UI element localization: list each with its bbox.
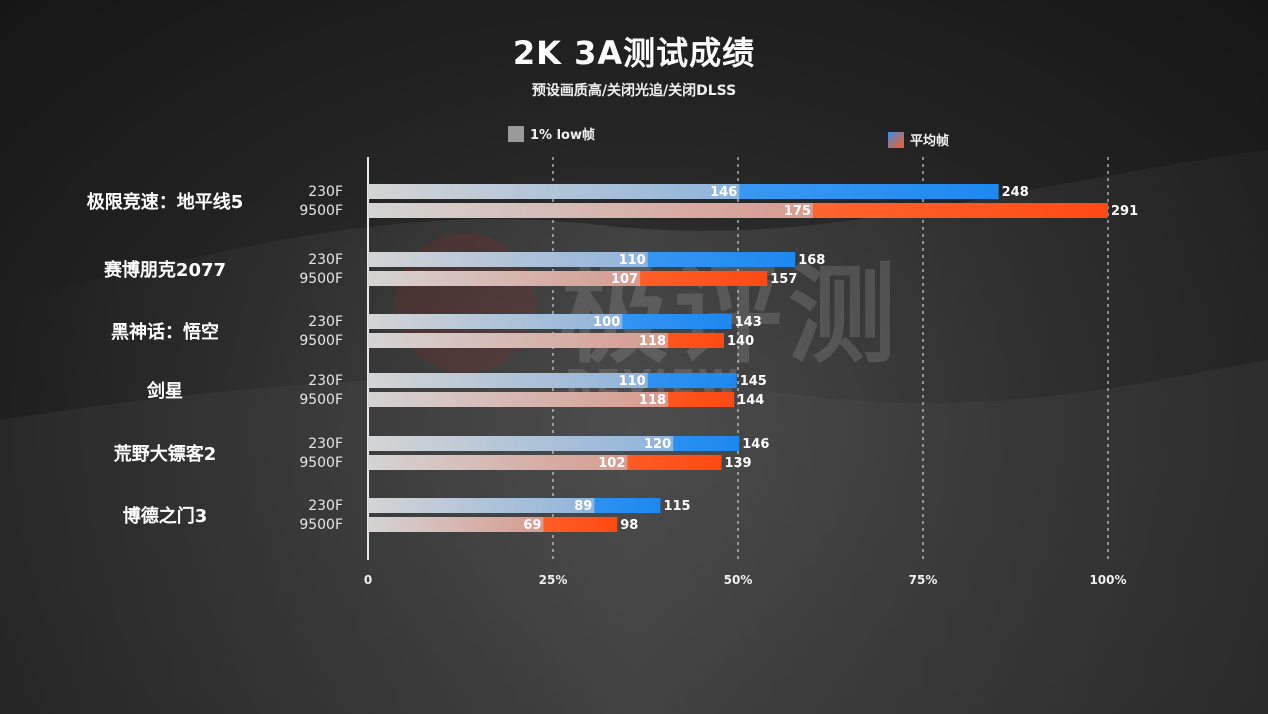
game-label: 赛博朋克2077 (103, 259, 226, 281)
avg-value-label: 248 (1002, 185, 1029, 200)
avg-value-label: 143 (735, 315, 762, 330)
low-bar (368, 314, 623, 329)
avg-value-label: 115 (663, 499, 690, 514)
x-tick-label: 0 (364, 573, 372, 587)
low-value-label: 118 (639, 393, 666, 408)
cpu-label: 9500F (299, 271, 343, 287)
chart-title: 2K 3A测试成绩 (512, 34, 756, 72)
avg-value-label: 144 (737, 393, 764, 408)
low-bar (368, 373, 648, 388)
avg-value-label: 98 (620, 518, 638, 533)
low-value-label: 100 (593, 315, 620, 330)
low-bar (368, 455, 628, 470)
low-value-label: 69 (523, 518, 541, 533)
legend-low-label: 1% low帧 (530, 128, 595, 143)
low-value-label: 120 (644, 437, 671, 452)
cpu-label: 230F (308, 436, 343, 452)
low-bar (368, 517, 544, 532)
x-tick-label: 75% (909, 573, 938, 587)
cpu-label: 230F (308, 252, 343, 268)
game-label: 黑神话：悟空 (111, 321, 219, 343)
low-value-label: 118 (639, 334, 666, 349)
legend-avg-swatch (888, 131, 904, 148)
cpu-label: 230F (308, 498, 343, 514)
legend-low: 1% low帧 (508, 124, 595, 143)
x-tick-label: 100% (1089, 573, 1126, 587)
cpu-label: 9500F (299, 392, 343, 408)
low-value-label: 146 (710, 185, 737, 200)
low-bar (368, 436, 674, 451)
low-bar (368, 333, 669, 348)
avg-value-label: 146 (742, 437, 769, 452)
game-label: 剑星 (146, 380, 183, 402)
avg-value-label: 140 (727, 334, 754, 349)
low-bar (368, 203, 814, 218)
avg-value-label: 291 (1111, 204, 1138, 219)
low-bar (368, 271, 641, 286)
x-tick-label: 50% (724, 573, 753, 587)
legend-low-swatch (508, 125, 524, 142)
low-value-label: 107 (611, 272, 638, 287)
chart-subtitle: 预设画质高/关闭光追/关闭DLSS (531, 83, 737, 99)
low-bar (368, 184, 740, 199)
avg-value-label: 139 (724, 456, 751, 471)
game-label: 博德之门3 (123, 505, 208, 527)
cpu-label: 230F (308, 373, 343, 389)
low-value-label: 175 (784, 204, 811, 219)
cpu-label: 9500F (299, 455, 343, 471)
low-value-label: 102 (598, 456, 625, 471)
low-bar (368, 392, 669, 407)
avg-value-label: 145 (740, 374, 767, 389)
legend-avg-label: 平均帧 (910, 134, 950, 149)
avg-value-label: 157 (770, 272, 797, 287)
cpu-label: 9500F (299, 517, 343, 533)
cpu-label: 230F (308, 314, 343, 330)
x-tick-label: 25% (539, 573, 568, 587)
low-value-label: 110 (619, 253, 646, 268)
avg-value-label: 168 (798, 253, 825, 268)
cpu-label: 230F (308, 184, 343, 200)
low-bar (368, 252, 648, 267)
game-label: 极限竞速：地平线5 (87, 191, 244, 213)
cpu-label: 9500F (299, 203, 343, 219)
low-value-label: 89 (574, 499, 592, 514)
legend-avg: 平均帧 (888, 130, 949, 149)
cpu-label: 9500F (299, 333, 343, 349)
low-value-label: 110 (619, 374, 646, 389)
game-label: 荒野大镖客2 (113, 443, 217, 465)
low-bar (368, 498, 595, 513)
